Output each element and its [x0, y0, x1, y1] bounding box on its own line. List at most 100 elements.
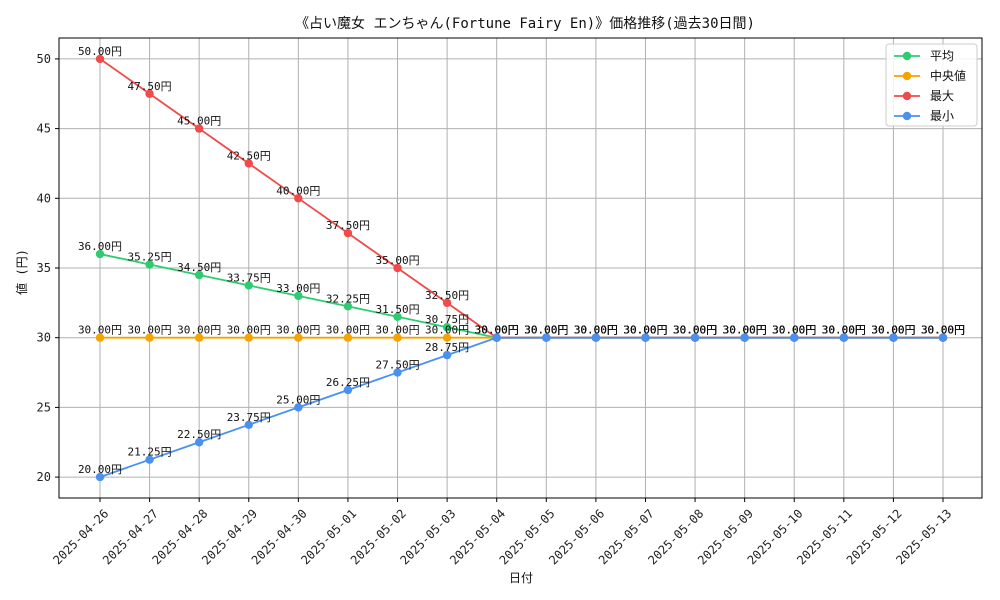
data-label: 30.00円 [574, 324, 618, 337]
data-label: 32.25円 [326, 292, 370, 305]
data-label: 30.00円 [524, 324, 568, 337]
data-labels: 36.00円 35.25円 34.50円 33.75円 33.00円 32.25円 31.5… [78, 45, 965, 476]
data-label: 30.00円 [524, 324, 568, 337]
grid [59, 38, 982, 498]
legend-label: 最大 [930, 89, 954, 103]
data-point [194, 333, 204, 342]
data-label: 30.00円 [276, 324, 320, 337]
data-point [839, 333, 849, 342]
data-label: 30.00円 [772, 324, 816, 337]
data-point [145, 260, 154, 269]
data-label: 30.00円 [772, 324, 816, 337]
data-label: 50.00円 [78, 45, 122, 58]
data-label: 30.00円 [673, 324, 717, 337]
y-tick-label: 30 [37, 331, 51, 345]
y-axis-title: 値 (円) [14, 249, 29, 295]
data-label: 30.00円 [574, 324, 618, 337]
data-label: 30.00円 [623, 324, 667, 337]
data-point [591, 333, 601, 342]
data-label: 30.00円 [326, 324, 370, 337]
data-label: 30.00円 [475, 324, 519, 337]
data-point [790, 333, 799, 342]
data-label: 30.00円 [871, 324, 915, 337]
data-point [244, 281, 253, 290]
data-label: 21.25円 [128, 446, 172, 459]
data-point [740, 333, 749, 342]
data-label: 31.50円 [375, 303, 419, 316]
data-point [194, 270, 204, 280]
data-label: 30.00円 [921, 324, 965, 337]
legend-swatch-marker [902, 91, 912, 101]
legend-label: 最小 [930, 109, 954, 123]
data-label: 30.00円 [425, 324, 469, 337]
y-tick-label: 25 [37, 400, 51, 414]
data-point [294, 333, 303, 342]
data-label: 30.00円 [871, 324, 915, 337]
data-point [294, 403, 303, 412]
data-label: 30.00円 [723, 324, 767, 337]
data-point [343, 385, 353, 395]
data-label: 30.00円 [921, 324, 965, 337]
data-label: 30.00円 [822, 324, 866, 337]
data-label: 40.00円 [276, 184, 320, 197]
legend-label: 中央値 [930, 68, 966, 83]
data-label: 30.00円 [475, 324, 519, 337]
data-label: 34.50円 [177, 261, 221, 274]
data-label: 33.75円 [227, 271, 271, 284]
legend-swatch-marker [902, 71, 912, 81]
data-label: 27.50円 [375, 359, 419, 372]
data-point [938, 333, 948, 342]
legend-swatch-marker [902, 51, 912, 61]
data-point [343, 302, 353, 311]
legend-box [885, 43, 978, 127]
data-label: 30.00円 [623, 324, 667, 337]
data-label: 30.00円 [822, 324, 866, 337]
data-label: 30.00円 [524, 324, 568, 337]
data-point [393, 368, 402, 377]
data-point [145, 89, 154, 98]
data-label: 30.00円 [128, 324, 172, 337]
data-label: 23.75円 [227, 411, 271, 424]
data-label: 30.00円 [177, 324, 221, 337]
data-label: 30.00円 [227, 324, 271, 337]
data-point [492, 333, 501, 342]
data-label: 33.00円 [276, 282, 320, 295]
data-label: 30.00円 [871, 324, 915, 337]
data-label: 30.00円 [871, 324, 915, 337]
data-label: 30.00円 [78, 324, 122, 337]
data-label: 30.00円 [723, 324, 767, 337]
x-axis-title: 日付 [509, 571, 533, 585]
data-label: 30.00円 [673, 324, 717, 337]
data-label: 26.25円 [326, 376, 370, 389]
data-point [442, 350, 452, 360]
data-label: 30.00円 [921, 324, 965, 337]
data-point [244, 420, 253, 430]
data-point [690, 333, 700, 342]
data-point [442, 323, 452, 332]
data-label: 30.00円 [921, 324, 965, 337]
data-label: 47.50円 [128, 80, 172, 93]
data-label: 30.00円 [475, 324, 519, 337]
data-point [343, 333, 353, 342]
data-point [343, 228, 353, 238]
data-point [442, 333, 452, 342]
data-label: 32.50円 [425, 289, 469, 302]
data-label: 30.00円 [623, 324, 667, 337]
data-point [542, 333, 551, 342]
data-label: 30.00円 [772, 324, 816, 337]
data-label: 45.00円 [177, 115, 221, 128]
legend-label: 平均 [930, 49, 954, 63]
data-point [393, 312, 402, 321]
data-label: 42.50円 [227, 149, 271, 162]
legend-swatch-marker [902, 111, 912, 121]
data-label: 35.25円 [128, 251, 172, 264]
data-label: 30.00円 [723, 324, 767, 337]
data-point [95, 333, 105, 342]
data-point [95, 472, 105, 482]
data-point [145, 455, 154, 464]
data-point [294, 194, 303, 203]
data-point [194, 124, 204, 133]
series [95, 54, 948, 482]
